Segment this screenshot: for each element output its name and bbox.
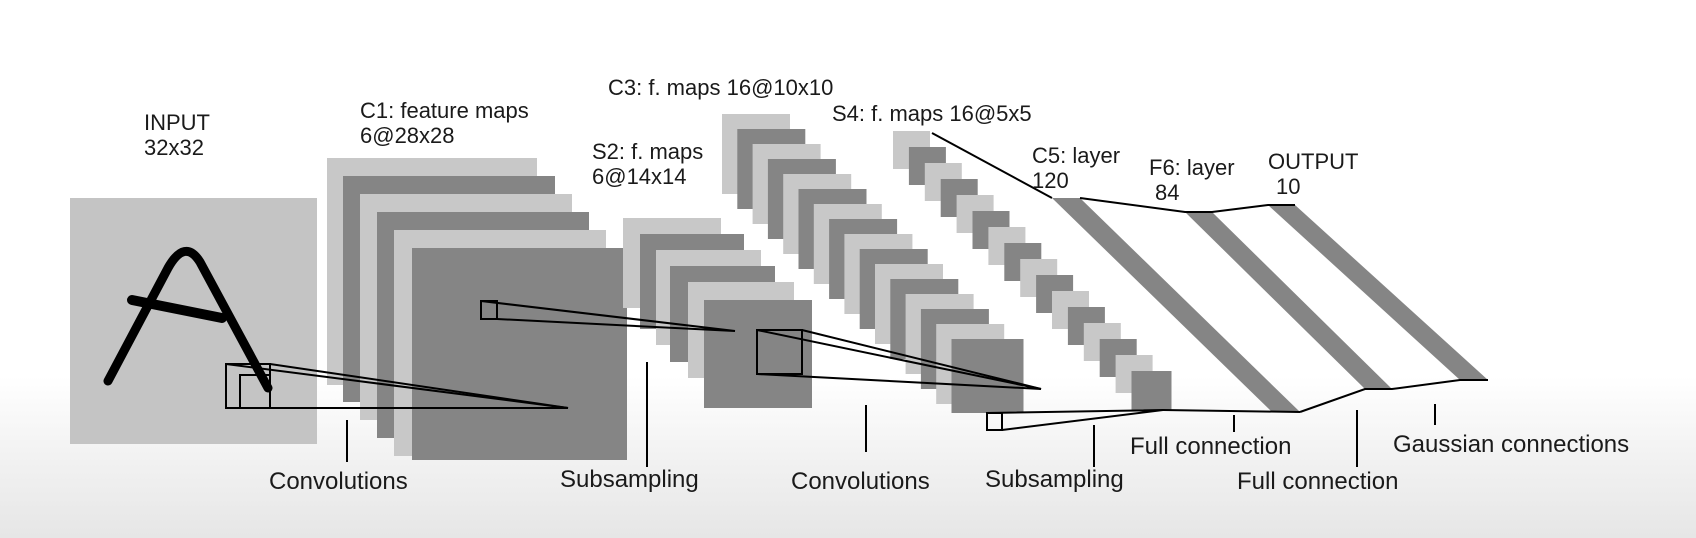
- input-layer-name: INPUT: [144, 110, 210, 135]
- s4-label: S4: f. maps 16@5x5: [832, 101, 1032, 126]
- f6-label: F6: layer 84: [1149, 155, 1235, 205]
- c1-layer-shape: 6@28x28: [360, 123, 455, 148]
- c5-layer-band: [1052, 198, 1300, 412]
- c3-layer-name: C3: f. maps 16@10x10: [608, 75, 834, 100]
- convolutions-2-label: Convolutions: [791, 468, 930, 495]
- connection-lines: [225, 132, 1488, 431]
- full-connection-1-label: Full connection: [1130, 433, 1292, 460]
- output-layer-shape: 10: [1276, 174, 1301, 199]
- c3-label: C3: f. maps 16@10x10: [608, 75, 833, 100]
- output-layer-name: OUTPUT: [1268, 149, 1359, 174]
- c1-feature-maps: [327, 158, 627, 460]
- c5-label: C5: layer 120: [1032, 143, 1120, 193]
- gaussian-connections-label: Gaussian connections: [1393, 431, 1630, 458]
- full-connection-2-label: Full connection: [1237, 468, 1399, 495]
- input-layer-shape: 32x32: [144, 135, 204, 160]
- f6-layer-shape: 84: [1155, 180, 1180, 205]
- convolutions-1-label: Convolutions: [269, 468, 408, 495]
- s4-map-16: [1131, 371, 1172, 411]
- s2-layer-name: S2: f. maps: [592, 139, 704, 164]
- f6-layer-band: [1185, 212, 1392, 389]
- subsampling-1-label: Subsampling: [560, 466, 699, 493]
- s2-label: S2: f. maps 6@14x14: [592, 139, 703, 189]
- input-image: [70, 198, 317, 444]
- s2-receptive-field: [756, 329, 803, 375]
- fully-connected-layers: [1052, 198, 1488, 412]
- input-glyph-a: [103, 247, 273, 393]
- c3-receptive-field: [986, 412, 1003, 431]
- c5-layer-shape: 120: [1032, 168, 1069, 193]
- s4-layer-name: S4: f. maps 16@5x5: [832, 101, 1032, 126]
- f6-layer-name: F6: layer: [1149, 155, 1235, 180]
- s2-feature-maps: [623, 218, 812, 408]
- c1-label: C1: feature maps 6@28x28: [360, 98, 529, 148]
- subsampling-2-label: Subsampling: [985, 466, 1124, 493]
- s2-layer-shape: 6@14x14: [592, 164, 687, 189]
- operation-ticks: [346, 362, 1436, 467]
- c1-layer-name: C1: feature maps: [360, 98, 529, 123]
- input-layer: [70, 198, 317, 444]
- s4-feature-maps: [893, 131, 1172, 411]
- output-layer-band: [1268, 205, 1488, 380]
- output-label: OUTPUT 10: [1268, 149, 1358, 199]
- c5-layer-name: C5: layer: [1032, 143, 1121, 168]
- input-label: INPUT 32x32: [144, 110, 210, 160]
